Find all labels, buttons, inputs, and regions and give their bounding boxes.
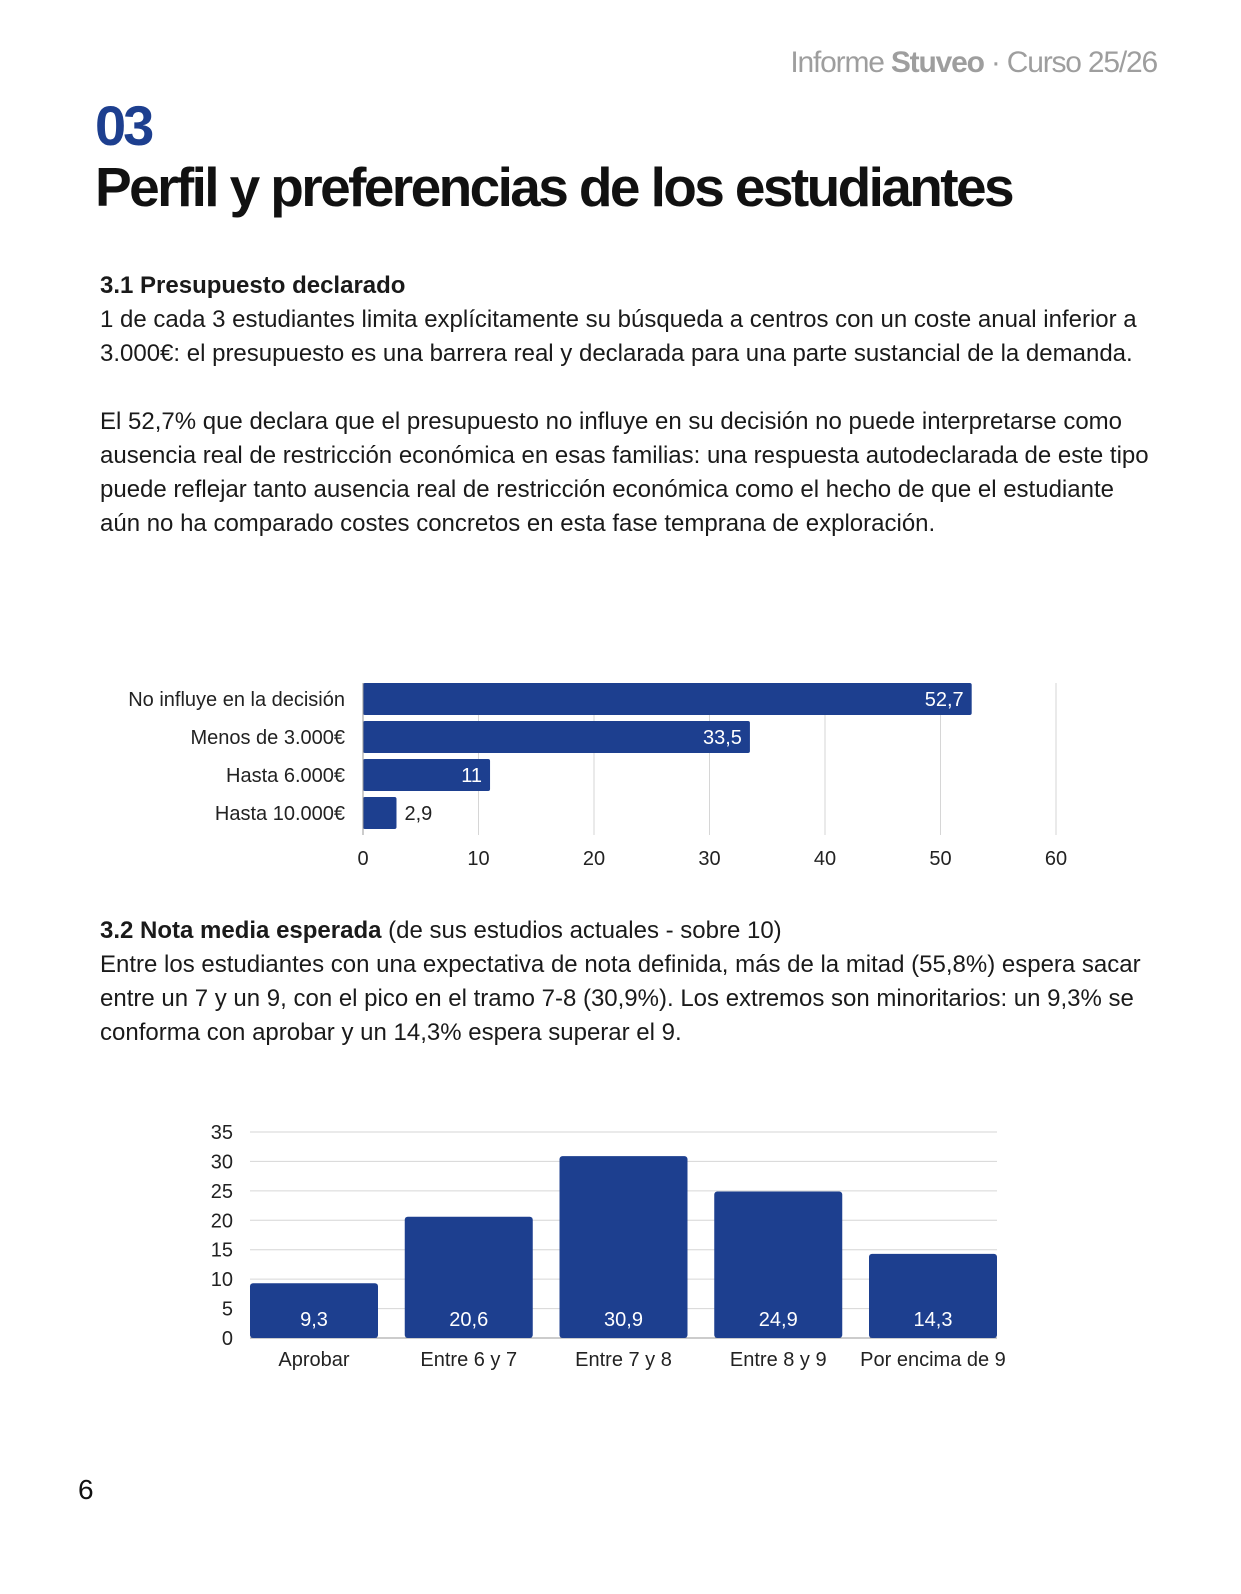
y-tick-label: 20 [211,1210,233,1232]
section-3-1-text: 3.1 Presupuesto declarado 1 de cada 3 es… [100,269,1150,541]
section-3-2-text: 3.2 Nota media esperada (de sus estudios… [100,914,1150,1050]
grade-chart: 0 5 10 15 20 25 30 35 9,3 Aprobar 20,6 Entre 6 y 7 3… [0,1110,1241,1395]
section-3-1-paragraph-1: 1 de cada 3 estudiantes limita explícita… [100,306,1137,367]
bar [363,797,397,829]
y-tick-label: 25 [211,1181,233,1203]
section-3-1-paragraph-2: El 52,7% que declara que el presupuesto … [100,408,1149,537]
data-label: 24,9 [759,1309,798,1331]
category-label: Hasta 10.000€ [215,803,345,825]
data-label: 11 [461,765,482,787]
page-number: 6 [78,1474,94,1505]
budget-chart: 0 10 20 30 40 50 60 No influye en la decisión 52… [0,660,1241,875]
header-brand: Stuveo [890,46,985,79]
category-label: Entre 6 y 7 [420,1349,517,1371]
data-label: 14,3 [914,1309,953,1331]
bar [869,1253,997,1338]
data-label: 52,7 [925,689,964,711]
x-tick-label: 0 [357,848,368,870]
category-label: Menos de 3.000€ [190,727,345,749]
x-tick-label: 30 [698,848,720,870]
x-tick-label: 10 [467,848,489,870]
y-tick-label: 10 [211,1269,233,1291]
bar [363,683,972,715]
data-label: 30,9 [604,1309,643,1331]
category-label: Entre 8 y 9 [730,1349,827,1371]
category-label: Por encima de 9 [860,1349,1006,1371]
budget-chart-svg: 0 10 20 30 40 50 60 No influye en la decisión 52… [128,683,1067,870]
x-tick-label: 50 [929,848,951,870]
bar [559,1156,688,1338]
header-prefix: Informe [790,46,891,79]
y-tick-label: 0 [222,1328,233,1350]
bar [363,721,750,753]
data-label: 9,3 [300,1309,328,1331]
data-label: 33,5 [703,727,742,749]
x-tick-label: 20 [583,848,605,870]
x-tick-label: 40 [814,848,836,870]
category-label: Hasta 6.000€ [226,765,345,787]
section-title: Perfil y preferencias de los estudiantes [95,156,1015,218]
y-tick-label: 15 [211,1240,233,1262]
x-tick-label: 60 [1045,848,1067,870]
category-label: No influye en la decisión [128,689,345,711]
section-3-2-paragraph: Entre los estudiantes con una expectativ… [100,951,1141,1046]
section-3-2-heading-note: (de sus estudios actuales - sobre 10) [381,917,782,944]
category-label: Entre 7 y 8 [575,1349,672,1371]
bar [250,1283,378,1338]
section-3-1-heading: 3.1 Presupuesto declarado [100,272,406,299]
running-header: Informe Stuveo · Curso 25/26 [790,46,1158,80]
bar [363,759,491,791]
header-suffix: · Curso 25/26 [983,46,1158,79]
data-label: 20,6 [449,1309,488,1331]
grade-chart-svg: 0 5 10 15 20 25 30 35 9,3 Aprobar 20,6 Entre 6 y 7 3… [211,1122,1006,1371]
category-label: Aprobar [278,1349,349,1371]
data-label: 2,9 [404,803,432,825]
section-3-2-heading: 3.2 Nota media esperada [100,917,382,944]
y-tick-label: 5 [222,1299,233,1321]
y-tick-label: 35 [211,1122,233,1144]
section-number: 03 [95,94,154,157]
bar [714,1191,843,1338]
bar [404,1216,533,1338]
y-tick-label: 30 [211,1151,233,1173]
